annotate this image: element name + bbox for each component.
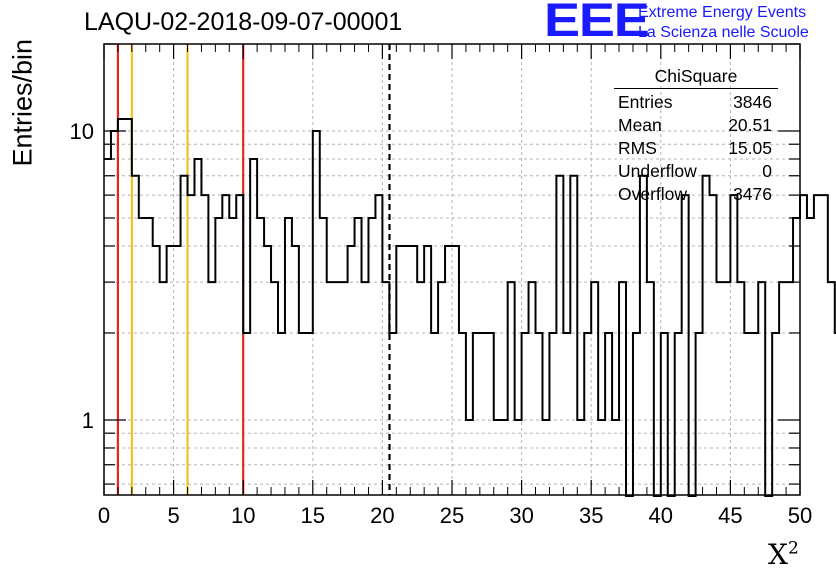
reference-lines [116, 44, 391, 495]
stats-row-mean: Mean 20.51 [614, 114, 778, 137]
stats-label: RMS [618, 138, 657, 158]
stats-rows: Entries 3846 Mean 20.51 RMS 15.05 Underflow 0 Ov… [614, 91, 778, 206]
stats-row-underflow: Underflow 0 [614, 160, 778, 183]
stats-label: Entries [618, 92, 673, 112]
stats-label: Underflow [618, 161, 697, 181]
stats-label: Mean [618, 115, 662, 135]
x-tick-label-5: 25 [440, 503, 464, 528]
x-tick-label-4: 20 [370, 503, 394, 528]
x-tick-label-8: 40 [649, 503, 673, 528]
stats-value: 15.05 [728, 138, 772, 158]
y-tick-label-1: 10 [70, 119, 94, 144]
chart-title: LAQU-02-2018-09-07-00001 [84, 8, 403, 36]
axis-ticks: 0 5 10 15 20 25 30 35 40 45 50 1 10 [70, 43, 812, 528]
x-tick-label-6: 30 [509, 503, 533, 528]
x-axis-label: X2 [768, 538, 799, 571]
stats-box: ChiSquare Entries 3846 Mean 20.51 RMS 15.05 Un… [614, 66, 778, 206]
stats-label: Overflow [618, 184, 688, 204]
stats-value: 0 [762, 161, 772, 181]
eee-logo: EEE Extreme Energy Events La Scienza nel… [544, 0, 834, 46]
y-axis-label: Entries/bin [7, 38, 38, 167]
x-tick-label-7: 35 [579, 503, 603, 528]
logo-line-1: Extreme Energy Events [638, 4, 807, 21]
logo-line-2: La Scienza nelle Scuole [638, 24, 809, 41]
stats-value: 20.51 [728, 115, 772, 135]
stats-value: 3476 [733, 184, 772, 204]
stats-row-rms: RMS 15.05 [614, 137, 778, 160]
stats-value: 3846 [733, 92, 772, 112]
y-tick-label-0: 1 [82, 408, 94, 433]
x-tick-label-0: 0 [98, 503, 110, 528]
stats-row-entries: Entries 3846 [614, 91, 778, 114]
x-tick-label-3: 15 [301, 503, 325, 528]
x-tick-label-9: 45 [718, 503, 742, 528]
stats-title: ChiSquare [614, 66, 778, 89]
x-tick-label-1: 5 [167, 503, 179, 528]
logo-mark: EEE [544, 0, 650, 46]
x-tick-label-10: 50 [788, 503, 812, 528]
stats-row-overflow: Overflow 3476 [614, 183, 778, 206]
x-axis-label-base: X [768, 538, 788, 571]
x-axis-label-sup: 2 [787, 538, 799, 559]
x-tick-label-2: 10 [231, 503, 255, 528]
